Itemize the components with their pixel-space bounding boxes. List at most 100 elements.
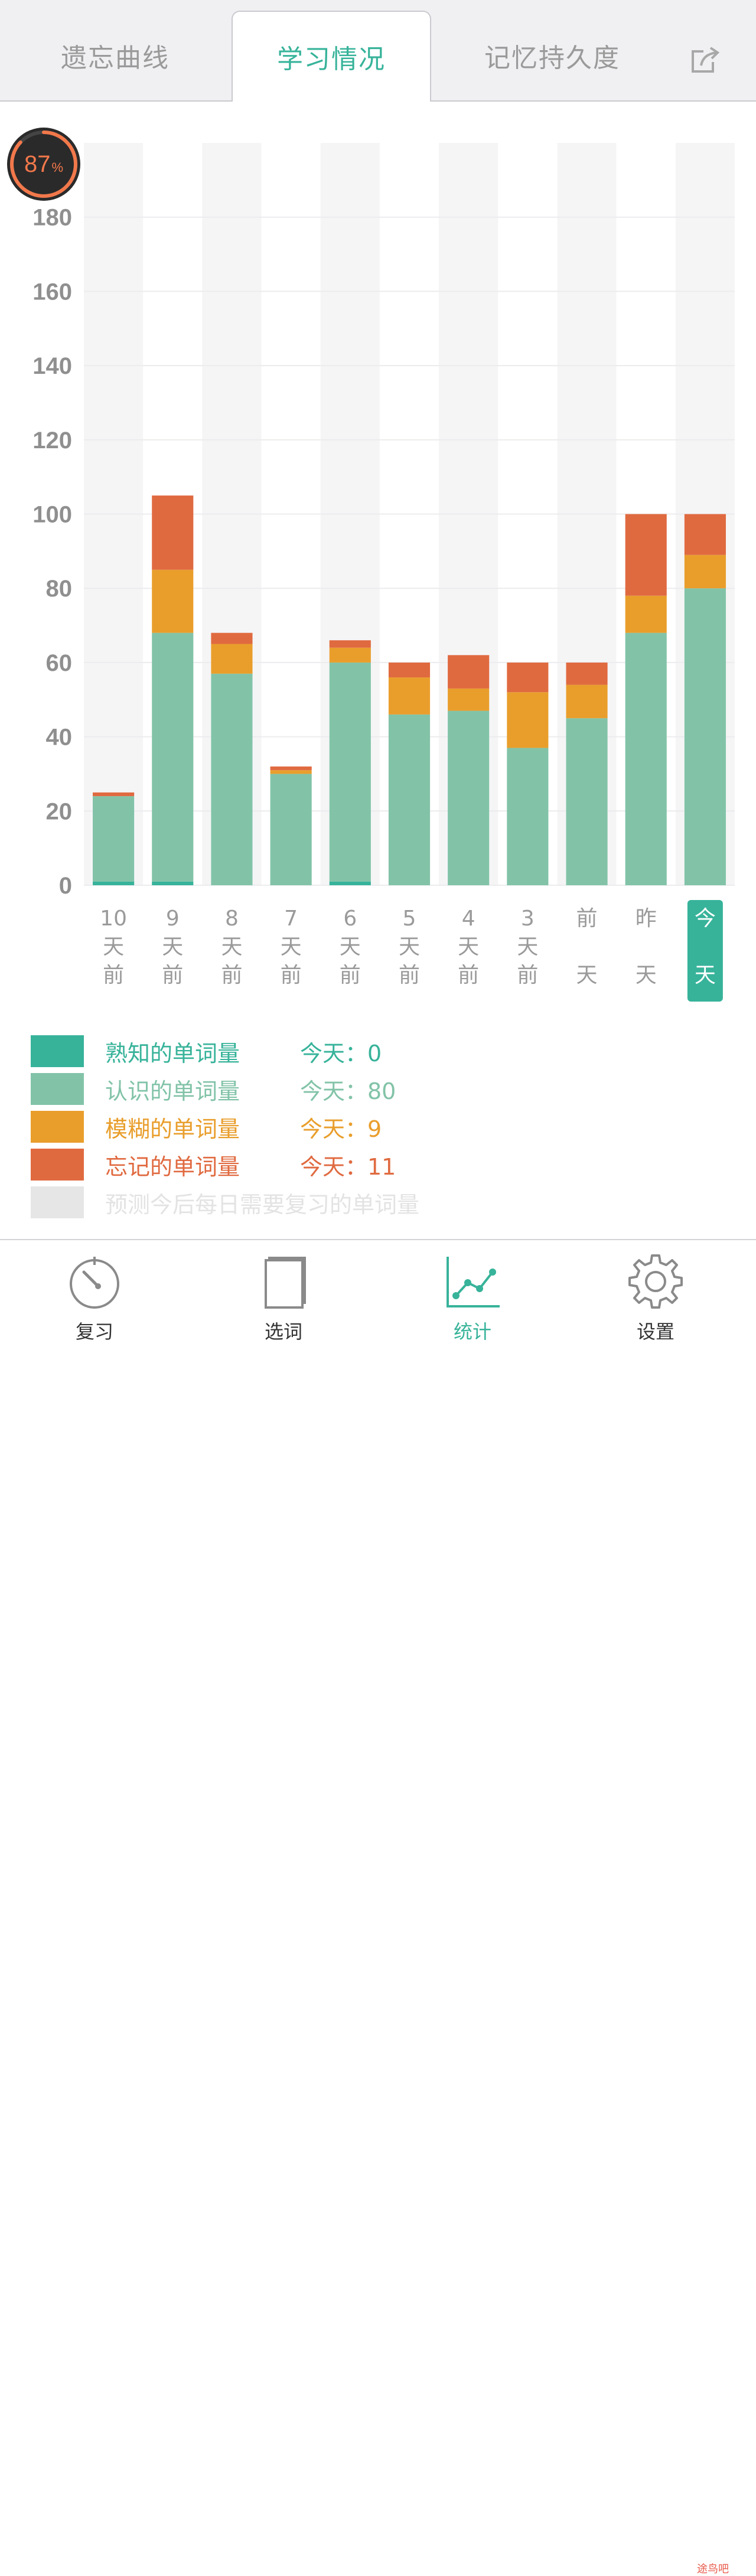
x-tick-label: 3 bbox=[521, 907, 535, 931]
nav-review[interactable]: 复习 bbox=[35, 1240, 154, 1345]
book-icon bbox=[265, 1257, 306, 1309]
legend-value: 今天：9 bbox=[300, 1116, 382, 1142]
x-tick-label: 天 bbox=[636, 963, 657, 987]
line-chart-icon bbox=[447, 1257, 500, 1307]
x-tick-label: 前 bbox=[576, 907, 598, 931]
progress-badge: 87% bbox=[7, 128, 80, 201]
x-tick-label: 天 bbox=[340, 935, 361, 959]
bar-segment bbox=[388, 714, 431, 885]
y-tick-label: 60 bbox=[46, 650, 73, 676]
nav-settings[interactable]: 设置 bbox=[597, 1240, 715, 1345]
y-tick-label: 120 bbox=[32, 428, 72, 454]
x-tick-label: 天 bbox=[399, 935, 420, 959]
x-tick-label: 5 bbox=[403, 907, 416, 931]
bar-segment bbox=[684, 588, 726, 885]
bar-segment bbox=[388, 662, 431, 678]
bar-segment bbox=[684, 514, 726, 555]
x-tick-label: 天 bbox=[458, 935, 479, 959]
bar-segment bbox=[566, 718, 608, 885]
legend-value: 今天：11 bbox=[300, 1153, 396, 1180]
today-highlight bbox=[687, 900, 723, 1002]
share-icon bbox=[692, 47, 720, 73]
legend-label: 模糊的单词量 bbox=[105, 1116, 240, 1142]
legend-value: 今天：0 bbox=[300, 1040, 382, 1067]
bar-segment bbox=[93, 881, 135, 885]
y-tick-label: 160 bbox=[32, 279, 72, 305]
bar-segment bbox=[211, 632, 253, 644]
nav-select-words[interactable]: 选词 bbox=[224, 1240, 343, 1345]
nav-label: 选词 bbox=[264, 1320, 302, 1343]
legend-label: 熟知的单词量 bbox=[105, 1040, 240, 1067]
x-tick-label: 9 bbox=[166, 907, 180, 931]
bar-segment bbox=[566, 662, 608, 685]
y-tick-label: 40 bbox=[46, 725, 73, 751]
x-tick-label: 6 bbox=[343, 907, 357, 931]
x-tick-label: 10 bbox=[100, 907, 127, 931]
x-tick-label: 前 bbox=[221, 963, 242, 987]
bar-segment bbox=[448, 710, 490, 885]
y-tick-label: 0 bbox=[59, 873, 72, 899]
x-tick-label: 前 bbox=[399, 963, 420, 987]
timer-icon bbox=[70, 1257, 119, 1309]
bar-segment bbox=[625, 595, 667, 633]
stacked-bar-chart: 02040608010012014016018010天前9天前8天前7天前6天前… bbox=[32, 143, 735, 1002]
progress-ring bbox=[10, 131, 77, 198]
legend-swatch bbox=[31, 1035, 84, 1067]
y-tick-label: 20 bbox=[46, 798, 73, 824]
bottom-nav: 复习 选词 统计 设置 途鸟吧 bbox=[0, 1239, 756, 2575]
bar-segment bbox=[152, 495, 194, 570]
watermark-logo: 途鸟吧 bbox=[697, 2563, 729, 2575]
legend-label: 预测今后每日需要复习的单词量 bbox=[105, 1191, 420, 1218]
bar-segment bbox=[566, 684, 608, 719]
bar-segment bbox=[388, 677, 431, 715]
nav-label: 复习 bbox=[75, 1320, 113, 1343]
nav-label: 设置 bbox=[636, 1320, 674, 1343]
bar-segment bbox=[448, 688, 490, 711]
nav-label: 统计 bbox=[453, 1320, 491, 1343]
bar-segment bbox=[329, 881, 371, 885]
legend-swatch bbox=[31, 1149, 84, 1181]
bar-segment bbox=[625, 632, 667, 885]
bar-segment bbox=[329, 647, 371, 663]
bar-segment bbox=[625, 514, 667, 596]
top-tab-bar: 遗忘曲线 学习情况 记忆持久度 bbox=[0, 0, 756, 102]
bar-segment bbox=[507, 748, 549, 885]
x-tick-label: 天 bbox=[695, 963, 716, 987]
bar-segment bbox=[270, 774, 312, 885]
y-tick-label: 180 bbox=[32, 205, 72, 231]
x-tick-label: 前 bbox=[281, 963, 302, 987]
bar-segment bbox=[329, 640, 371, 648]
bar-segment bbox=[270, 766, 312, 771]
bar-segment bbox=[211, 673, 253, 885]
bar-segment bbox=[93, 796, 135, 882]
bar-segment bbox=[152, 569, 194, 633]
x-tick-label: 前 bbox=[517, 963, 538, 987]
y-tick-label: 100 bbox=[32, 502, 72, 528]
bar-segment bbox=[448, 655, 490, 689]
x-tick-label: 天 bbox=[517, 935, 538, 959]
bar-segment bbox=[329, 662, 371, 882]
share-button[interactable] bbox=[685, 40, 726, 81]
study-chart: 87% 0 20 40 60 80 100 120 140 160 180 10 天前 9 天前 8 天前 7 天… bbox=[0, 102, 756, 1023]
tab-memory-durability[interactable]: 记忆持久度 bbox=[484, 43, 620, 73]
bar-segment bbox=[152, 632, 194, 882]
bar-segment bbox=[507, 692, 549, 748]
x-tick-label: 8 bbox=[225, 907, 239, 931]
x-tick-label: 前 bbox=[340, 963, 361, 987]
legend-label: 忘记的单词量 bbox=[105, 1153, 240, 1180]
legend-value: 今天：80 bbox=[300, 1078, 396, 1104]
legend-label: 认识的单词量 bbox=[105, 1078, 240, 1104]
y-tick-label: 140 bbox=[32, 353, 72, 379]
bar-segment bbox=[507, 662, 549, 693]
legend-swatch bbox=[31, 1186, 84, 1218]
x-tick-label: 天 bbox=[103, 935, 124, 959]
tab-study-status[interactable]: 学习情况 bbox=[232, 11, 431, 102]
y-tick-label: 80 bbox=[46, 576, 73, 602]
bar-segment bbox=[270, 770, 312, 774]
legend-swatch bbox=[31, 1111, 84, 1143]
gear-icon bbox=[628, 1254, 683, 1309]
legend-swatch bbox=[31, 1073, 84, 1105]
x-tick-label: 今 bbox=[695, 907, 716, 931]
nav-statistics[interactable]: 统计 bbox=[413, 1240, 532, 1345]
tab-forgetting-curve[interactable]: 遗忘曲线 bbox=[61, 43, 170, 73]
